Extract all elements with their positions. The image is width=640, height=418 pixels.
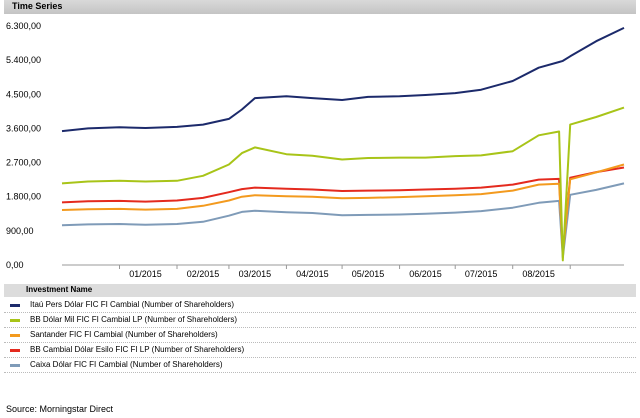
legend-label: Caixa Dólar FIC FI Cambial (Number of Sh… [30,360,223,369]
legend-header: Investment Name [4,284,636,297]
x-tick-label: 02/2015 [187,269,220,279]
source-note: Source: Morningstar Direct [6,404,114,414]
legend-item: BB Dólar Mil FIC FI Cambial LP (Number o… [4,313,636,328]
legend-item: Itaú Pers Dólar FIC FI Cambial (Number o… [4,298,636,313]
series-line [61,106,625,262]
x-tick-label: 08/2015 [522,269,555,279]
line-chart: 0,00 900,00 1.800,00 2.700,00 3.600,00 4.500,… [6,21,625,279]
y-tick-label: 2.700,00 [6,158,41,168]
legend-swatch [10,334,20,337]
x-tick-label: 06/2015 [409,269,442,279]
legend-heading: Investment Name [26,285,93,294]
y-tick-label: 6.300,00 [6,21,41,31]
series-line [61,163,625,255]
legend-label: Santander FIC FI Cambial (Number of Shar… [30,330,218,339]
y-tick-label: 4.500,00 [6,89,41,99]
series-line [61,182,625,259]
legend-label: BB Dólar Mil FIC FI Cambial LP (Number o… [30,315,238,324]
legend-item: BB Cambial Dólar Esilo FIC FI LP (Number… [4,343,636,358]
legend-label: BB Cambial Dólar Esilo FIC FI LP (Number… [30,345,245,354]
chart-header-bar: Time Series [4,0,636,14]
y-tick-label: 3.600,00 [6,123,41,133]
y-tick-label: 0,00 [6,260,24,270]
x-tick-label: 07/2015 [465,269,498,279]
x-tick-label: 05/2015 [352,269,385,279]
y-tick-label: 900,00 [6,226,34,236]
legend-label: Itaú Pers Dólar FIC FI Cambial (Number o… [30,300,235,309]
chart-header-title: Time Series [12,1,63,11]
y-tick-label: 5.400,00 [6,55,41,65]
legend-swatch [10,364,20,367]
legend: Itaú Pers Dólar FIC FI Cambial (Number o… [4,298,636,373]
legend-swatch [10,319,20,322]
legend-swatch [10,349,20,352]
series-line [61,26,625,133]
legend-item: Santander FIC FI Cambial (Number of Shar… [4,328,636,343]
legend-item: Caixa Dólar FIC FI Cambial (Number of Sh… [4,358,636,373]
legend-swatch [10,304,20,307]
x-tick-label: 01/2015 [129,269,162,279]
y-tick-label: 1.800,00 [6,192,41,202]
x-tick-label: 04/2015 [296,269,329,279]
x-tick-label: 03/2015 [239,269,272,279]
